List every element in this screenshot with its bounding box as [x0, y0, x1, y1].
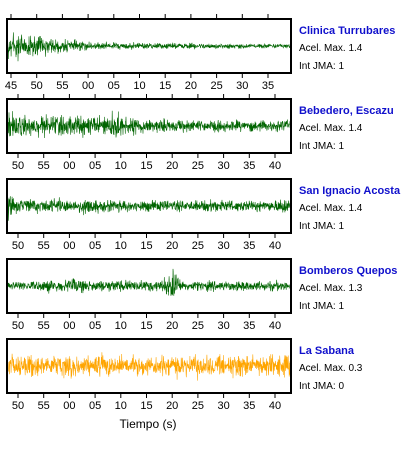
x-tick-label: 50 — [12, 400, 24, 412]
jma-intensity-label: Int JMA: 1 — [299, 61, 344, 72]
x-tick-label: 55 — [38, 160, 50, 172]
x-tick-label: 35 — [243, 320, 255, 332]
jma-intensity-label: Int JMA: 1 — [299, 221, 344, 232]
waveform-trace — [7, 352, 291, 381]
x-tick-label: 00 — [63, 320, 75, 332]
panel-frame — [6, 18, 292, 74]
panel-frame — [6, 98, 292, 154]
x-tick-label: 25 — [192, 400, 204, 412]
x-tick-label: 25 — [192, 240, 204, 252]
x-tick-label: 15 — [140, 160, 152, 172]
station-name: La Sabana — [299, 345, 355, 357]
station-name: Clinica Turrubares — [299, 25, 395, 37]
x-tick-label: 10 — [115, 160, 127, 172]
x-tick-label: 55 — [38, 400, 50, 412]
acel-max-label: Acel. Max. 1.4 — [299, 43, 363, 54]
x-tick-label: 35 — [243, 400, 255, 412]
acel-max-label: Acel. Max. 1.4 — [299, 123, 363, 134]
x-tick-label: 25 — [192, 160, 204, 172]
panel-frame — [6, 338, 292, 394]
waveform-trace — [7, 268, 291, 296]
waveform-trace — [7, 32, 291, 62]
x-tick-label: 35 — [243, 240, 255, 252]
x-tick-label: 05 — [89, 160, 101, 172]
acel-max-label: Acel. Max. 1.4 — [299, 203, 363, 214]
x-tick-label: 25 — [192, 320, 204, 332]
x-tick-label: 15 — [140, 400, 152, 412]
x-tick-label: 20 — [166, 240, 178, 252]
panel-frame — [6, 258, 292, 314]
x-tick-label: 50 — [12, 160, 24, 172]
panel-frame — [6, 178, 292, 234]
x-tick-label: 50 — [12, 240, 24, 252]
jma-intensity-label: Int JMA: 0 — [299, 381, 344, 392]
x-tick-label: 00 — [63, 400, 75, 412]
x-tick-label: 20 — [166, 160, 178, 172]
waveform-trace — [7, 110, 291, 139]
x-tick-label: 00 — [63, 160, 75, 172]
panel-4: 50 55 00 05 10 15 20 25 30 35 40 La Sabana Acel. Max… — [6, 338, 363, 412]
x-tick-label: 50 — [12, 320, 24, 332]
x-tick-label: 15 — [159, 80, 171, 92]
x-tick-label: 05 — [89, 240, 101, 252]
x-tick-label: 10 — [115, 400, 127, 412]
x-tick-label: 30 — [217, 160, 229, 172]
waveform-trace — [7, 196, 291, 221]
panel-1: 50 55 00 05 10 15 20 25 30 35 40 Bebedero, Escazu Ac… — [6, 94, 394, 172]
x-tick-label: 55 — [38, 240, 50, 252]
jma-intensity-label: Int JMA: 1 — [299, 141, 344, 152]
x-tick-label: 55 — [56, 80, 68, 92]
x-tick-label: 30 — [217, 240, 229, 252]
x-tick-label: 50 — [31, 80, 43, 92]
x-tick-label: 35 — [243, 160, 255, 172]
x-tick-label: 20 — [185, 80, 197, 92]
x-tick-label: 30 — [217, 320, 229, 332]
acel-max-label: Acel. Max. 1.3 — [299, 283, 363, 294]
x-tick-label: 20 — [166, 320, 178, 332]
panel-2: 50 55 00 05 10 15 20 25 30 35 40 San Ignacio Acosta… — [6, 178, 401, 252]
x-tick-label: 10 — [115, 240, 127, 252]
jma-intensity-label: Int JMA: 1 — [299, 301, 344, 312]
station-name: Bebedero, Escazu — [299, 105, 394, 117]
x-tick-label: 10 — [115, 320, 127, 332]
x-tick-label: 15 — [140, 240, 152, 252]
x-tick-label: 25 — [210, 80, 222, 92]
x-tick-label: 35 — [262, 80, 274, 92]
x-tick-label: 30 — [236, 80, 248, 92]
x-tick-label: 40 — [269, 320, 281, 332]
station-name: Bomberos Quepos — [299, 265, 397, 277]
station-name: San Ignacio Acosta — [299, 185, 401, 197]
x-tick-label: 00 — [82, 80, 94, 92]
x-tick-label: 45 — [5, 80, 17, 92]
x-tick-label: 20 — [166, 400, 178, 412]
x-tick-label: 05 — [108, 80, 120, 92]
x-tick-label: 40 — [269, 240, 281, 252]
panels-layer: 45 50 55 00 05 10 15 20 25 30 35 Clinica Turrubares… — [5, 14, 401, 412]
x-tick-label: 05 — [89, 320, 101, 332]
x-tick-label: 55 — [38, 320, 50, 332]
acel-max-label: Acel. Max. 0.3 — [299, 363, 363, 374]
x-tick-label: 40 — [269, 160, 281, 172]
x-tick-label: 05 — [89, 400, 101, 412]
x-tick-label: 40 — [269, 400, 281, 412]
x-tick-label: 10 — [133, 80, 145, 92]
x-axis-title: Tiempo (s) — [120, 417, 177, 431]
x-tick-label: 00 — [63, 240, 75, 252]
x-tick-label: 30 — [217, 400, 229, 412]
panel-0: 45 50 55 00 05 10 15 20 25 30 35 Clinica Turrubares… — [5, 14, 395, 92]
x-tick-label: 15 — [140, 320, 152, 332]
panel-3: 50 55 00 05 10 15 20 25 30 35 40 Bomberos Quepos Ace… — [6, 258, 397, 332]
